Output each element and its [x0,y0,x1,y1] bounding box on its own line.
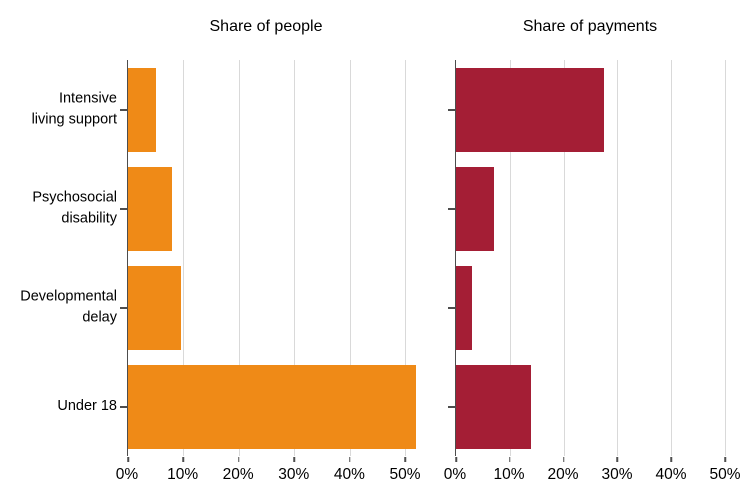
x-tick-label: 10% [493,466,525,483]
gridline [563,60,565,456]
panel-title-share-of-people: Share of people [209,18,323,35]
x-axis-tick [182,457,185,462]
x-axis-tick [670,457,672,462]
x-tick-label: 20% [222,466,254,483]
x-axis-tick [724,457,726,462]
y-axis-tick [120,108,127,111]
x-tick-label: 40% [655,466,687,483]
share-of-people-plot-area [120,60,417,462]
share-of-people-x-axis: 0% 10% 20% 30% 40% 50% [116,466,421,490]
gridline [349,60,351,456]
y-axis-tick [448,108,455,111]
y-axis-tick [120,306,127,309]
bar-share-of-payments-developmental-delay [456,265,473,350]
bar-share-of-payments-intensive-living-support [456,67,604,152]
x-axis-tick [238,457,240,462]
x-tick-label: 50% [389,466,421,483]
y-axis-tick [448,207,455,210]
category-label-psychosocial-disability: Psychosocial disability [32,188,117,227]
share-of-payments-plot-area [448,60,726,462]
y-axis-tick [120,405,127,408]
x-axis-tick [404,457,406,462]
category-axis-labels: Intensive living support Psychosocial disab… [0,60,127,456]
bar-share-of-payments-psychosocial-disability [456,166,494,251]
y-axis-tick [120,207,127,210]
bar-share-of-people-developmental-delay [128,265,181,350]
share-of-payments-x-axis: 0% 10% 20% 30% 40% 50% [444,466,741,490]
x-tick-label: 20% [547,466,579,483]
gridline [617,60,619,456]
plot-row: Intensive living support Psychosocial disab… [0,60,754,462]
chart-titles-row: Share of people Share of payments [0,16,754,60]
x-tick-label: 0% [115,466,139,483]
x-axis-tick [293,457,295,462]
x-axis-tick [348,457,351,462]
x-axis-tick [616,457,619,462]
bar-share-of-people-intensive-living-support [128,67,156,152]
gridline [509,60,511,456]
x-tick-label: 40% [333,466,365,483]
x-tick-label: 50% [709,466,741,483]
gridline [238,60,240,456]
x-axis-tick [455,457,457,462]
gridline [671,60,673,456]
category-label-intensive-living-support: Intensive living support [31,89,117,128]
x-tick-label: 0% [443,466,467,483]
x-axis-tick [127,457,129,462]
y-axis-tick [448,306,455,309]
x-tick-label: 10% [167,466,199,483]
gridline [725,60,726,456]
x-axis-tick [562,457,565,462]
x-tick-label: 30% [278,466,310,483]
category-label-under-18: Under 18 [57,397,117,414]
panel-title-share-of-payments: Share of payments [522,18,658,35]
axis-gutter [0,466,127,490]
gridline [294,60,296,456]
bar-share-of-people-psychosocial-disability [128,166,173,251]
gridline [183,60,185,456]
gridline [405,60,406,456]
y-axis-tick [448,405,455,408]
title-gutter [0,16,127,60]
x-tick-label: 30% [601,466,633,483]
category-label-developmental-delay: Developmental delay [20,287,117,326]
x-axis-tick [509,457,511,462]
bar-share-of-payments-under-18 [456,364,532,449]
x-axis-row: 0% 10% 20% 30% 40% 50% 0% 10% 20% 30% 40% 50% [0,466,754,490]
bar-share-of-people-under-18 [128,364,417,449]
